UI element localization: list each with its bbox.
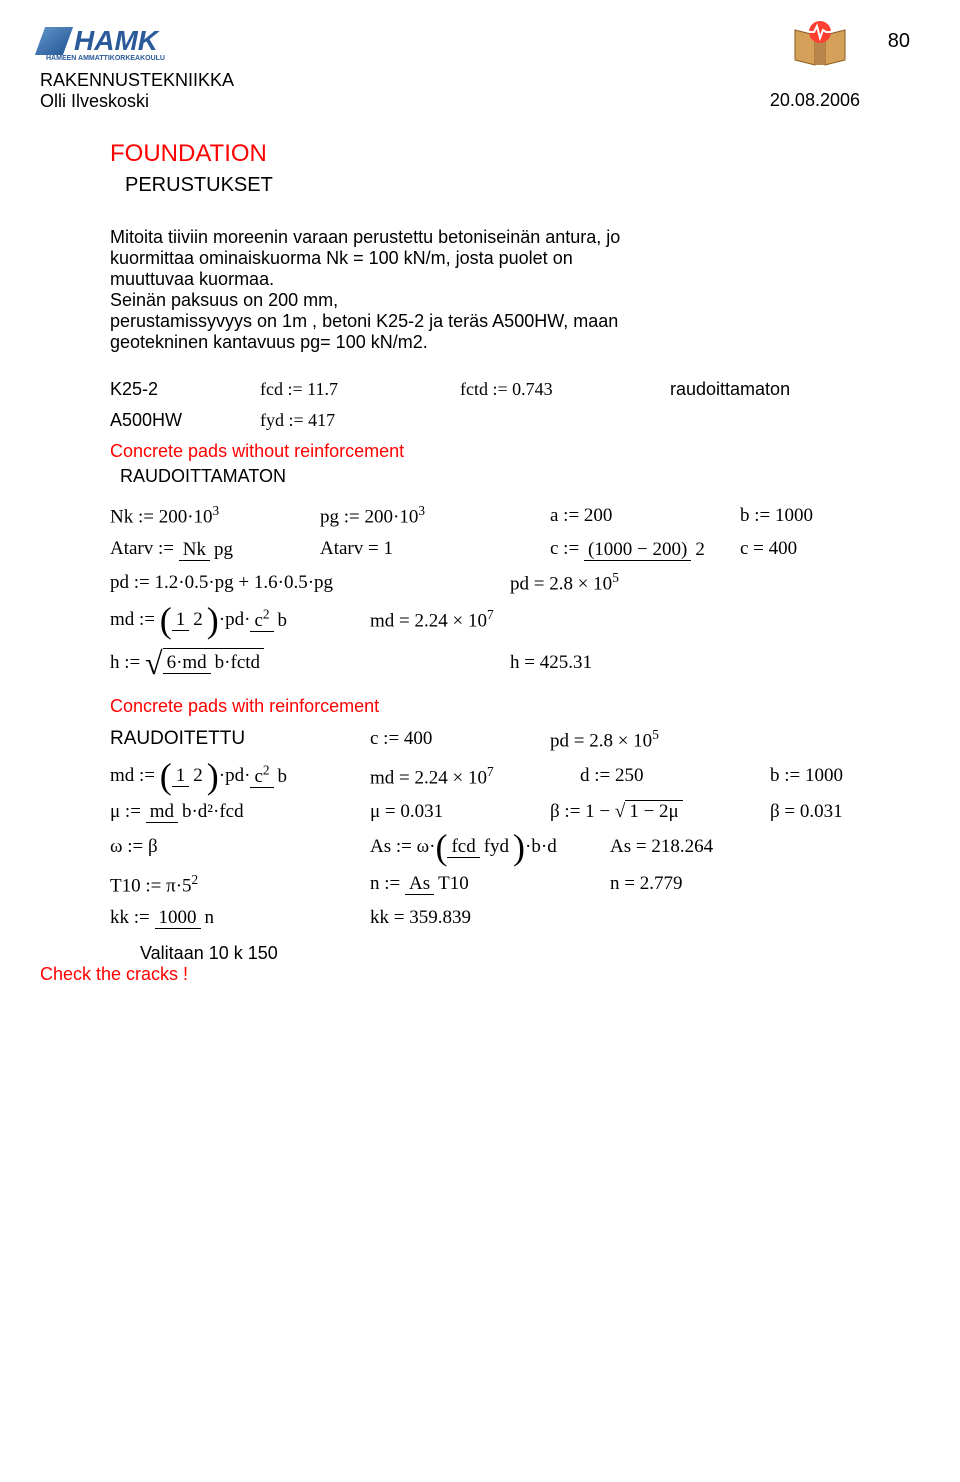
md-def: md := (12)·pd·c2b [110, 606, 330, 635]
n-res: n = 2.779 [610, 873, 682, 895]
check-cracks: Check the cracks ! [40, 964, 920, 985]
as-res: As = 218.264 [610, 836, 713, 858]
sec1-r1: Nk := 200·103 pg := 200·103 a := 200 b :… [110, 503, 920, 528]
md-res2: md = 2.24 × 107 [370, 764, 540, 789]
hamk-subtitle: HÄMEEN AMMATTIKORKEAKOULU [46, 55, 165, 62]
hamk-brand: HAMK [74, 25, 158, 57]
raud-label: raudoittamaton [670, 379, 790, 400]
row-k25: K25-2 fcd := 11.7 fctd := 0.743 raudoitt… [110, 379, 920, 400]
c-def2: c := 400 [370, 728, 510, 750]
header-date: 20.08.2006 [770, 90, 860, 111]
h-def: h := √6·mdb·fctd [110, 645, 470, 682]
t10-def: T10 := π·52 [110, 872, 330, 897]
sec2-r4: T10 := π·52 n := AsT10 n = 2.779 [110, 872, 920, 897]
a500-label: A500HW [110, 410, 220, 431]
sec1-r5: h := √6·mdb·fctd h = 425.31 [110, 645, 920, 682]
title-perustukset: PERUSTUKSET [125, 174, 920, 197]
mu-def: μ := mdb·d²·fcd [110, 801, 330, 823]
d-def: d := 250 [580, 765, 730, 787]
b-def: b := 1000 [740, 505, 813, 527]
hamk-logo: HAMK HÄMEEN AMMATTIKORKEAKOULU [40, 25, 165, 62]
author-label: Olli Ilveskoski [40, 91, 234, 112]
fcd-val: fcd := 11.7 [260, 379, 420, 400]
kk-def: kk := 1000n [110, 907, 330, 929]
page-root: HAMK HÄMEEN AMMATTIKORKEAKOULU 80 RAKENN… [0, 0, 960, 1025]
page-number: 80 [888, 30, 910, 53]
intro-l5: perustamissyvyys on 1m , betoni K25-2 ja… [110, 311, 920, 332]
fyd-val: fyd := 417 [260, 410, 335, 431]
intro-l2: kuormittaa ominaiskuorma Nk = 100 kN/m, … [110, 248, 920, 269]
sec1-r2: Atarv := Nkpg Atarv = 1 c := (1000 − 200… [110, 538, 920, 560]
sec2-r0: RAUDOITETTU c := 400 pd = 2.8 × 105 [110, 727, 920, 752]
beta-def: β := 1 − √1 − 2μ [550, 801, 730, 823]
sec1-r4: md := (12)·pd·c2b md = 2.24 × 107 [110, 606, 920, 635]
intro-l1: Mitoita tiiviin moreenin varaan perustet… [110, 227, 920, 248]
sec2-r5: kk := 1000n kk = 359.839 [110, 907, 920, 929]
title-foundation: FOUNDATION [110, 140, 920, 168]
book-heartbeat-icon [790, 20, 850, 75]
sec2-r3: ω := β As := ω·(fcdfyd)·b·d As = 218.264 [110, 833, 920, 862]
hamk-slash-icon [35, 27, 73, 55]
beta-res: β = 0.031 [770, 801, 843, 823]
sec2-r1: md := (12)·pd·c2b md = 2.24 × 107 d := 2… [110, 762, 920, 791]
intro-l3: muuttuvaa kuormaa. [110, 269, 920, 290]
row-a500: A500HW fyd := 417 [110, 410, 920, 431]
n-def: n := AsT10 [370, 873, 570, 895]
mu-res: μ = 0.031 [370, 801, 510, 823]
sec2-r2: μ := mdb·d²·fcd μ = 0.031 β := 1 − √1 − … [110, 801, 920, 823]
intro-l6: geotekninen kantavuus pg= 100 kN/m2. [110, 332, 920, 353]
md-res: md = 2.24 × 107 [370, 607, 494, 632]
sec2-title: Concrete pads with reinforcement [110, 696, 920, 717]
as-def: As := ω·(fcdfyd)·b·d [370, 833, 570, 862]
atarv-def: Atarv := Nkpg [110, 538, 280, 560]
sec1-sub: RAUDOITTAMATON [120, 466, 920, 487]
c-def: c := (1000 − 200)2 [550, 538, 700, 560]
omega-def: ω := β [110, 836, 330, 858]
pd-def: pd := 1.2·0.5·pg + 1.6·0.5·pg [110, 572, 470, 594]
a-def: a := 200 [550, 505, 700, 527]
k25-label: K25-2 [110, 379, 220, 400]
pd-res2: pd = 2.8 × 105 [550, 727, 659, 752]
intro-paragraph: Mitoita tiiviin moreenin varaan perustet… [110, 227, 920, 353]
c-res: c = 400 [740, 538, 797, 560]
dept-label: RAKENNUSTEKNIIKKA [40, 70, 234, 91]
content-area: FOUNDATION PERUSTUKSET Mitoita tiiviin m… [110, 140, 920, 964]
sec1-title: Concrete pads without reinforcement [110, 441, 920, 462]
nk-def: Nk := 200·103 [110, 503, 280, 528]
choose-line: Valitaan 10 k 150 [140, 943, 920, 964]
atarv-res: Atarv = 1 [320, 538, 510, 560]
sec1-r3: pd := 1.2·0.5·pg + 1.6·0.5·pg pd = 2.8 ×… [110, 570, 920, 595]
pg-def: pg := 200·103 [320, 503, 510, 528]
md-def2: md := (12)·pd·c2b [110, 762, 330, 791]
page-header: HAMK HÄMEEN AMMATTIKORKEAKOULU 80 RAKENN… [40, 20, 920, 120]
b-def2: b := 1000 [770, 765, 843, 787]
pd-res: pd = 2.8 × 105 [510, 570, 619, 595]
sec2-sub: RAUDOITETTU [110, 728, 330, 750]
h-res: h = 425.31 [510, 652, 592, 674]
fctd-val: fctd := 0.743 [460, 379, 630, 400]
intro-l4: Seinän paksuus on 200 mm, [110, 290, 920, 311]
kk-res: kk = 359.839 [370, 907, 471, 929]
header-dept-author: RAKENNUSTEKNIIKKA Olli Ilveskoski [40, 70, 234, 112]
